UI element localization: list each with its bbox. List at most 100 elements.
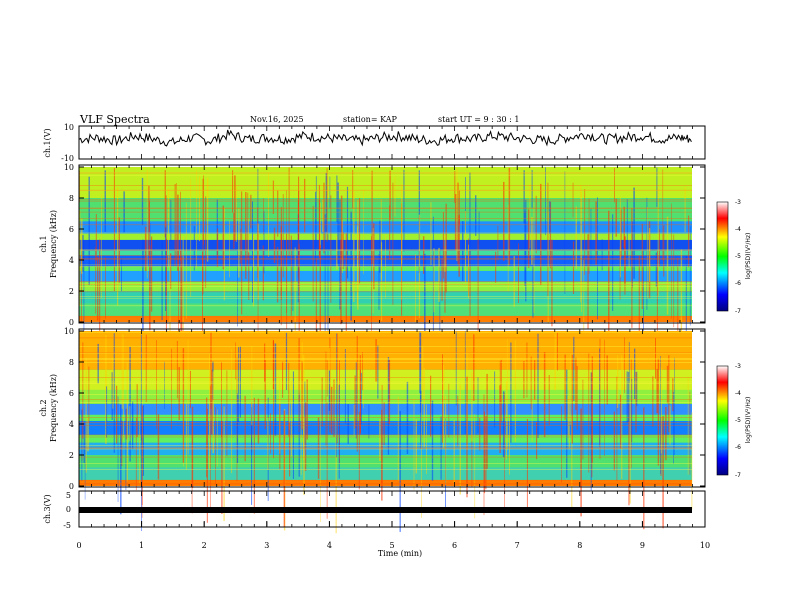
spectrogram-streak xyxy=(549,201,551,234)
freq-tick-label: 4 xyxy=(69,256,74,265)
spectrogram-line xyxy=(79,232,692,234)
spectrogram-streak xyxy=(571,416,573,508)
spectrogram-streak xyxy=(659,229,660,267)
station-label: station= KAP xyxy=(343,115,398,124)
spectrogram-line xyxy=(79,291,692,293)
spectrogram-line xyxy=(79,446,692,448)
spectrogram-line xyxy=(79,283,692,285)
spectrogram-streak xyxy=(475,195,477,236)
spectrogram-streak xyxy=(248,252,250,300)
spectrogram-streak xyxy=(82,342,84,439)
spectrogram-streak xyxy=(568,379,570,449)
ch1-channel-label: ch.1 xyxy=(39,235,48,252)
spectrogram-streak xyxy=(381,409,383,501)
spectrogram-streak xyxy=(660,367,662,454)
spectrogram-streak xyxy=(215,407,216,485)
spectrogram-streak xyxy=(615,198,617,237)
spectrogram-streak xyxy=(253,397,255,514)
spectrogram-band xyxy=(79,167,692,198)
spectrogram-streak xyxy=(453,419,455,485)
spectrogram-line xyxy=(79,417,692,418)
spectrogram-streak xyxy=(567,395,569,436)
spectrogram-streak xyxy=(353,405,355,437)
spectrogram-streak xyxy=(353,191,355,303)
spectrogram-streak xyxy=(319,202,321,249)
spectrogram-line xyxy=(79,224,692,226)
spectrogram-streak xyxy=(129,346,131,462)
spectrogram-streak xyxy=(626,199,628,258)
spectrogram-streak xyxy=(551,239,553,327)
x-tick-label: 1 xyxy=(139,541,144,550)
spectrogram-streak xyxy=(530,356,532,410)
spectrogram-streak xyxy=(628,371,630,422)
ch1-spectrogram-marks xyxy=(79,167,692,375)
spectrogram-streak xyxy=(687,377,689,475)
spectrogram-streak xyxy=(178,367,180,420)
ch1-spectrogram-panel: 0 2 4 6 8 10 ch.1 Frequency (kHz) xyxy=(39,163,706,375)
spectrogram-streak xyxy=(257,230,259,349)
spectrogram-streak xyxy=(319,244,321,355)
spectrogram-streak xyxy=(318,184,320,257)
spectrogram-streak xyxy=(245,192,247,279)
spectrogram-streak xyxy=(523,361,525,399)
spectrogram-streak xyxy=(483,411,486,494)
spectrogram-streak xyxy=(663,225,665,277)
spectrogram-streak xyxy=(352,170,354,209)
spectrogram-streak xyxy=(83,240,85,338)
spectrogram-streak xyxy=(232,170,234,213)
spectrogram-streak xyxy=(83,422,85,464)
ch3-voltage-label: ch.3(V) xyxy=(43,494,52,523)
spectrogram-streak xyxy=(149,223,151,291)
spectrogram-streak xyxy=(354,375,356,429)
spectrogram-streak xyxy=(646,207,648,299)
spectrogram-streak xyxy=(507,204,509,291)
spectrogram-streak xyxy=(465,211,466,284)
spectrogram-band xyxy=(79,221,692,234)
spectrogram-streak xyxy=(141,177,144,226)
spectrogram-streak xyxy=(294,247,296,357)
spectrogram-streak xyxy=(444,234,446,272)
ch1-waveform-panel: 10 -10 ch.1(V) xyxy=(43,123,706,163)
ch3-ytick-neg5: -5 xyxy=(63,521,71,530)
spectrogram-streak xyxy=(532,259,534,318)
ch1-ytick-bottom: -10 xyxy=(61,154,74,163)
spectrogram-line xyxy=(79,422,692,423)
spectrogram-streak xyxy=(330,386,333,434)
spectrogram-line xyxy=(79,383,692,384)
spectrogram-line xyxy=(79,480,692,482)
spectrogram-streak xyxy=(571,354,573,444)
freq-tick-label: 8 xyxy=(69,358,74,367)
spectrogram-streak xyxy=(479,418,481,451)
spectrogram-streak xyxy=(267,417,269,470)
ch2-spectrogram-panel: 0 2 4 6 8 10 ch.2 Frequency (kHz) xyxy=(39,327,706,534)
spectrogram-streak xyxy=(624,337,625,394)
spectrogram-streak xyxy=(222,205,224,270)
spectrogram-streak xyxy=(303,355,305,460)
spectrogram-streak xyxy=(442,364,445,449)
spectrogram-streak xyxy=(537,333,539,438)
x-axis-label: Time (min) xyxy=(378,549,422,558)
spectrogram-streak xyxy=(445,203,447,293)
spectrogram-streak xyxy=(312,205,314,302)
spectrogram-streak xyxy=(631,208,633,328)
spectrogram-streak xyxy=(189,370,191,409)
spectrogram-streak xyxy=(210,332,212,409)
spectrogram-streak xyxy=(641,223,643,309)
spectrogram-streak xyxy=(135,417,137,491)
spectrogram-streak xyxy=(285,332,288,391)
spectrogram-streak xyxy=(231,349,233,474)
spectrogram-line xyxy=(79,352,692,354)
spectrogram-streak xyxy=(268,172,269,257)
spectrogram-streak xyxy=(474,414,476,519)
spectrogram-streak xyxy=(486,373,488,469)
spectrogram-line xyxy=(79,445,692,446)
spectrogram-line xyxy=(79,448,692,450)
spectrogram-line xyxy=(79,436,692,438)
spectrogram-streak xyxy=(442,354,443,443)
spectrogram-streak xyxy=(84,420,86,500)
spectrogram-streak xyxy=(503,181,505,261)
spectrogram-streak xyxy=(383,402,385,446)
spectrogram-streak xyxy=(236,393,239,464)
spectrogram-streak xyxy=(274,343,277,436)
spectrogram-streak xyxy=(346,186,349,279)
